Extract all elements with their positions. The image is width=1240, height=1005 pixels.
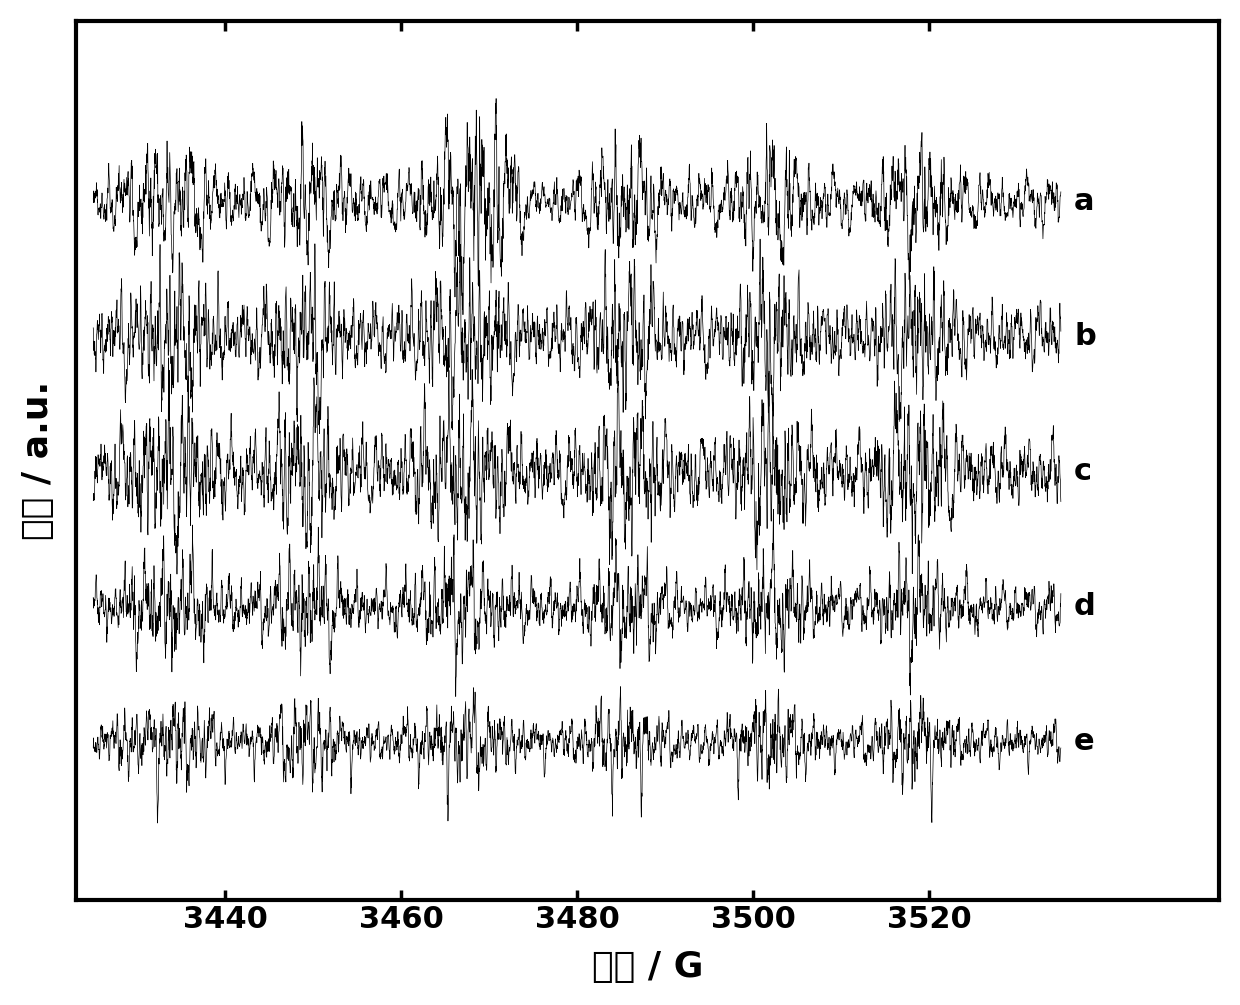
Text: b: b (1074, 322, 1096, 351)
X-axis label: 磁场 / G: 磁场 / G (591, 950, 703, 984)
Text: a: a (1074, 187, 1095, 216)
Text: c: c (1074, 457, 1092, 486)
Text: e: e (1074, 728, 1095, 757)
Text: d: d (1074, 592, 1096, 621)
Y-axis label: 强度 / a.u.: 强度 / a.u. (21, 381, 55, 540)
